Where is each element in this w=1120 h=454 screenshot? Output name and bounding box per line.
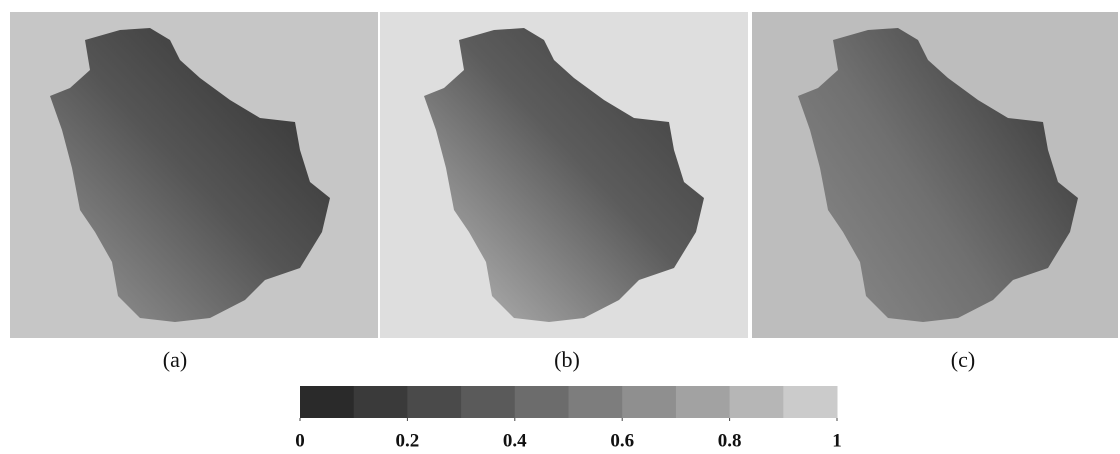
panel-label: (b) [554,347,580,372]
map-panel-c [752,12,1118,338]
colorbar-tick-label: 0.4 [503,430,527,451]
colorbar-bin [354,386,408,418]
colorbar-bin [783,386,837,418]
colorbar-bin [622,386,676,418]
colorbar-bin [407,386,461,418]
colorbar-tick-label: 0.6 [610,430,634,451]
map-panel-b [380,12,748,338]
colorbar-bin [515,386,569,418]
colorbar-bin [676,386,730,418]
colorbar-bin [730,386,784,418]
colorbar-tick-label: 1 [832,430,842,451]
colorbar-bin [300,386,354,418]
map-panel-a [10,12,378,338]
colorbar-tick-label: 0.2 [396,430,420,451]
colorbar-tick-label: 0.8 [718,430,742,451]
colorbar-bin [569,386,623,418]
colorbar: 0 0.2 0.4 0.6 0.8 1 [295,386,842,451]
colorbar-tick-label: 0 [295,430,305,451]
panel-label: (c) [951,347,975,372]
figure: (a) (b) (c) 0 0.2 0.4 0.6 0.8 1 [0,0,1120,454]
panel-label: (a) [163,347,187,372]
colorbar-bin [461,386,515,418]
